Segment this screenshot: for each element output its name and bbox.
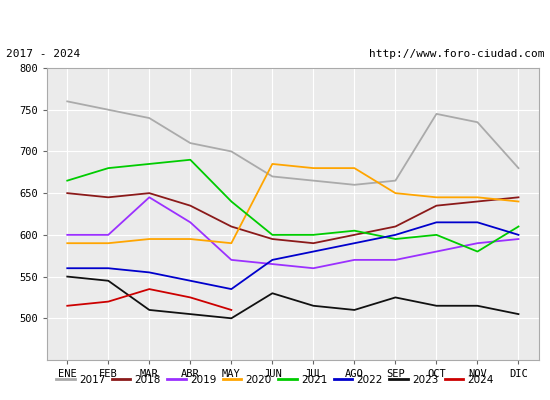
Legend: 2017, 2018, 2019, 2020, 2021, 2022, 2023, 2024: 2017, 2018, 2019, 2020, 2021, 2022, 2023…	[56, 375, 494, 385]
Text: 2017 - 2024: 2017 - 2024	[6, 49, 80, 59]
Text: http://www.foro-ciudad.com: http://www.foro-ciudad.com	[369, 49, 544, 59]
Text: Evolucion del paro registrado en Nerva: Evolucion del paro registrado en Nerva	[102, 12, 448, 28]
